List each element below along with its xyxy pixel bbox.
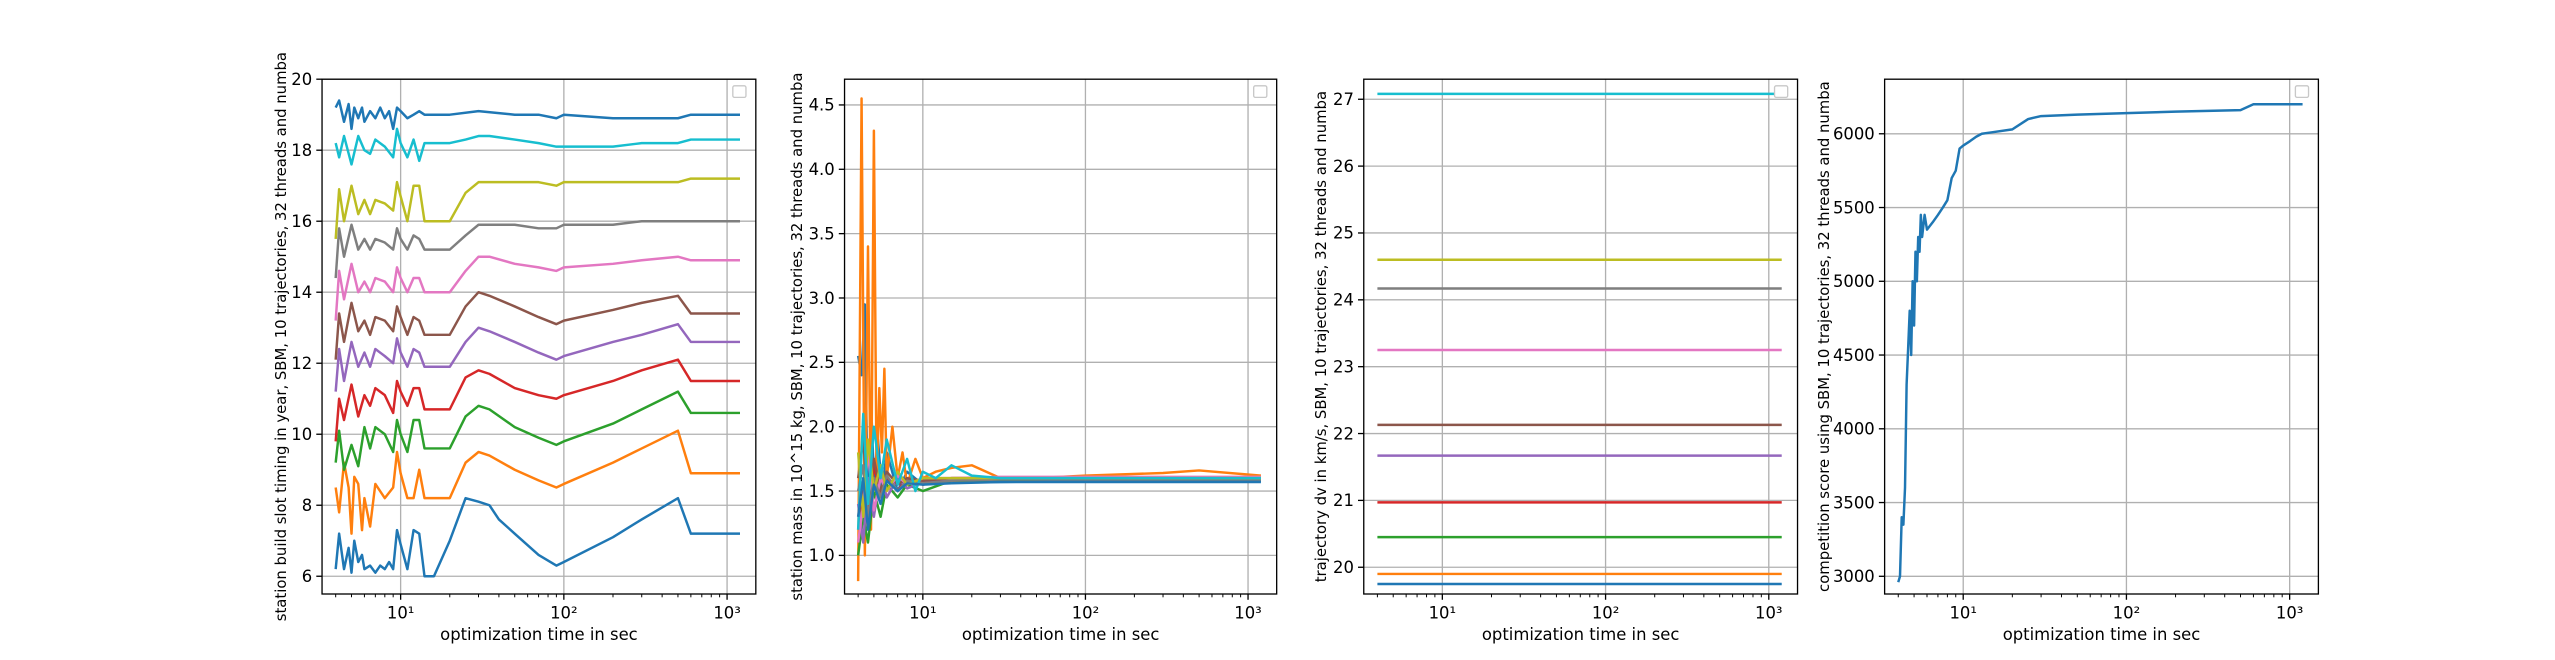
y-tick-label: 2.5 <box>809 353 835 372</box>
x-tick-label: 10¹ <box>387 604 414 623</box>
y-tick-label: 5500 <box>1833 198 1875 217</box>
legend-box <box>2294 85 2310 99</box>
y-tick-label: 6 <box>302 567 312 586</box>
y-tick-label: 6000 <box>1833 125 1875 144</box>
series-line-8 <box>334 219 740 279</box>
y-tick-label: 14 <box>291 283 312 302</box>
y-tick-label: 21 <box>1333 491 1354 510</box>
y-tick-label: 24 <box>1333 291 1354 310</box>
axes-frame <box>321 78 757 595</box>
y-tick-label: 22 <box>1333 424 1354 443</box>
series-line-1 <box>1897 103 2303 583</box>
axes-frame <box>1363 78 1799 595</box>
chart-panel-3: 10¹ 10² 10³ 20 21 22 23 24 25 26 27 optimization ti… <box>1313 78 1799 644</box>
x-tick-label: 10³ <box>1234 604 1261 623</box>
y-tick-label: 3500 <box>1833 493 1875 512</box>
x-tick-label: 10¹ <box>1429 604 1456 623</box>
series-line-3 <box>856 476 1261 556</box>
series-line-3 <box>334 390 740 471</box>
x-axis-label: optimization time in sec <box>2003 625 2201 644</box>
y-axis-label: station build slot timing in year, SBM, … <box>273 52 290 621</box>
series-line-1 <box>334 496 740 578</box>
chart-panel-2: 10¹ 10² 10³ 1.0 1.5 2.0 2.5 3.0 3.5 4.0 4.5 optimiz… <box>789 73 1278 644</box>
y-tick-label: 18 <box>291 141 312 160</box>
series-line-10 <box>334 127 740 166</box>
y-tick-label: 4.0 <box>809 160 835 179</box>
y-tick-label: 12 <box>291 354 312 373</box>
x-tick-label: 10² <box>550 604 577 623</box>
y-axis-label: station mass in 10^15 kg, SBM, 10 trajec… <box>789 73 806 601</box>
series-line-11 <box>334 99 740 131</box>
chart-panel-4: 10¹ 10² 10³ 3000 3500 4000 4500 5000 5500 6000 opt… <box>1816 78 2320 644</box>
x-axis-label: optimization time in sec <box>1482 625 1680 644</box>
y-tick-label: 2.0 <box>809 417 835 436</box>
y-tick-label: 20 <box>291 70 312 89</box>
series-line-11 <box>856 476 1261 531</box>
y-tick-label: 16 <box>291 212 312 231</box>
y-tick-label: 3.0 <box>809 289 835 308</box>
chart-panel-1: 10¹ 10² 10³ 6 8 10 12 14 16 18 20 optimization time… <box>273 52 757 644</box>
series-line-5 <box>334 322 740 392</box>
x-tick-label: 10² <box>1592 604 1619 623</box>
x-tick-label: 10³ <box>713 604 740 623</box>
y-tick-label: 1.5 <box>809 482 835 501</box>
series-line-4 <box>334 358 740 442</box>
x-axis-label: optimization time in sec <box>440 625 638 644</box>
y-tick-label: 5000 <box>1833 272 1875 291</box>
x-tick-label: 10² <box>1072 604 1099 623</box>
y-tick-label: 10 <box>291 425 312 444</box>
legend-box <box>1253 85 1268 99</box>
x-tick-label: 10² <box>2113 604 2140 623</box>
y-tick-label: 4.5 <box>809 96 835 115</box>
y-tick-label: 8 <box>302 496 312 515</box>
series-line-10 <box>856 412 1261 530</box>
y-tick-label: 25 <box>1333 224 1354 243</box>
x-axis-label: optimization time in sec <box>962 625 1160 644</box>
x-tick-label: 10¹ <box>1949 604 1976 623</box>
legend-box <box>732 85 747 99</box>
y-tick-label: 23 <box>1333 357 1354 376</box>
legend-box <box>1773 85 1789 99</box>
y-tick-label: 1.0 <box>809 546 835 565</box>
y-tick-label: 3.5 <box>809 224 835 243</box>
y-tick-label: 3000 <box>1833 567 1875 586</box>
y-tick-label: 4000 <box>1833 420 1875 439</box>
y-tick-label: 20 <box>1333 558 1354 577</box>
axes-frame <box>1883 78 2320 595</box>
series-line-6 <box>334 290 740 360</box>
axes-frame <box>843 78 1278 595</box>
y-tick-label: 27 <box>1333 90 1354 109</box>
y-tick-label: 4500 <box>1833 346 1875 365</box>
y-axis-label: trajectory dv in km/s, SBM, 10 trajector… <box>1313 91 1330 582</box>
x-tick-label: 10³ <box>1755 604 1782 623</box>
y-tick-label: 26 <box>1333 157 1354 176</box>
series-line-2 <box>334 429 740 535</box>
series-line-9 <box>334 177 740 240</box>
series-line-7 <box>334 255 740 321</box>
y-axis-label: competition score using SBM, 10 trajecto… <box>1816 81 1833 592</box>
x-tick-label: 10¹ <box>909 604 936 623</box>
x-tick-label: 10³ <box>2276 604 2303 623</box>
